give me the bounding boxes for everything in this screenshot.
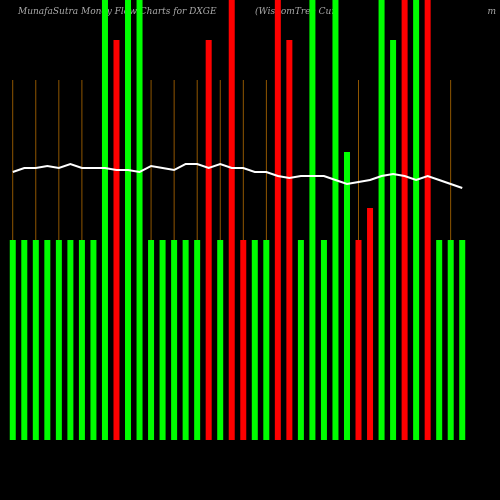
bar [78,240,85,440]
corner-text: m [487,7,496,17]
bar [90,240,97,440]
bar [274,0,281,440]
bar [401,0,408,440]
bar [9,240,16,440]
bar [390,40,397,440]
bar [136,0,143,440]
bar [171,240,178,440]
bar [217,240,224,440]
bar [378,0,385,440]
bar [101,0,108,440]
bar [251,240,258,440]
bar [182,240,189,440]
bar [343,152,350,440]
bar [194,240,201,440]
bar [297,240,304,440]
bar [21,240,28,440]
bar [159,240,166,440]
bar [309,0,316,440]
bar [447,240,454,440]
bar [424,0,431,440]
bar [413,0,420,440]
bar [205,40,212,440]
bar [355,240,362,440]
bar [240,240,247,440]
bar [286,40,293,440]
bar [148,240,155,440]
money-flow-line [12,162,463,189]
bar [436,240,443,440]
bar [113,40,120,440]
bar [55,240,62,440]
chart-subtitle: (WisdomTree Cur [255,6,336,17]
bar [459,240,466,440]
bar [125,0,132,440]
bar [320,240,327,440]
bar [263,240,270,440]
bar [228,0,235,440]
bar [332,0,339,440]
chart-title: MunafaSutra Money Flow Charts for DXGE [17,7,217,17]
bar [44,240,51,440]
bar [67,240,74,440]
bar [367,208,374,440]
bar [32,240,39,440]
